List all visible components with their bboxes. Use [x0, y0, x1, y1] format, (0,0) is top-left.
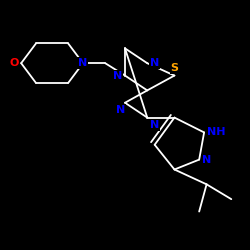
- Text: N: N: [150, 58, 159, 68]
- Text: N: N: [150, 120, 159, 130]
- Text: N: N: [78, 58, 88, 68]
- Text: O: O: [9, 58, 19, 68]
- Text: N: N: [202, 154, 211, 164]
- Text: N: N: [113, 70, 122, 81]
- Text: N: N: [116, 105, 125, 115]
- Text: NH: NH: [206, 128, 225, 138]
- Text: S: S: [170, 63, 178, 73]
